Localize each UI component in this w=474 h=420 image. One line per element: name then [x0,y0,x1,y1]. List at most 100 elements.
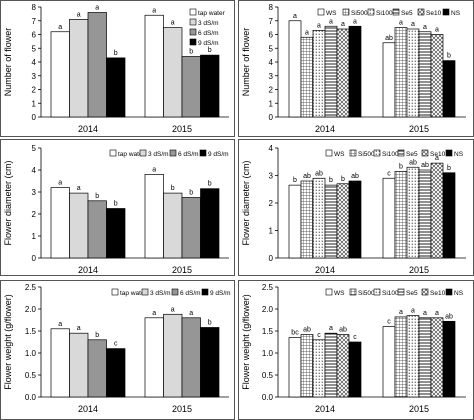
significance-letter: a [411,21,415,28]
significance-letter: b [95,193,99,200]
significance-letter: ab [445,313,453,320]
legend-swatch [397,288,405,296]
y-tick-label: 0.0 [262,393,274,402]
bar [288,184,302,259]
bar [382,177,396,259]
legend-swatch [349,288,357,296]
y-tick-label: 0.0 [25,393,37,402]
y-axis-label: Flower weight (g/flower) [241,294,251,390]
legend-entry: WS [326,10,337,17]
significance-letter: ab [315,170,323,177]
bar [181,197,201,259]
x-category-label: 2015 [172,404,192,414]
legend-entry: Si1000 [382,151,403,158]
bar [430,162,444,259]
bar [418,317,432,398]
y-tick-label: 3 [269,72,274,81]
bar [181,317,201,398]
significance-letter: c [317,332,321,339]
y-tick-label: 0.5 [262,371,274,380]
y-tick-label: 7 [32,17,37,26]
y-tick-label: 2.0 [262,305,274,314]
y-tick-label: 4 [32,58,37,67]
bar [382,326,396,398]
legend-swatch [392,8,400,16]
significance-letter: a [77,325,81,332]
legend-entry: Se5 [401,10,413,17]
legend: WS Si500 Si1000 Se5 Se10 NS [325,149,464,158]
y-tick-label: 0 [269,113,274,122]
significance-letter: ab [385,35,393,42]
significance-letter: b [95,332,99,339]
significance-letter: a [171,20,175,27]
significance-letter: a [329,325,333,332]
y-axis-label: Number of flower [3,28,13,97]
y-tick-label: 1 [269,99,274,108]
legend-entry: NS [454,151,464,158]
significance-letter: a [189,310,193,317]
chart-panel-5: 0.0 0.5 1.0 1.5 2.0 2.5 Flower weight (g/flowe… [0,280,235,420]
significance-letter: b [114,201,118,208]
legend-swatch [189,18,197,26]
significance-letter: b [399,163,403,170]
bar [430,34,444,118]
bar [288,337,302,398]
bar [324,25,338,118]
significance-letter: b [171,185,175,192]
x-category-label: 2014 [78,404,98,414]
bar [336,334,350,398]
legend-entry: tap water [198,10,226,17]
y-tick-label: 8 [269,3,274,12]
y-tick-label: 1.0 [262,349,274,358]
legend-entry: Si500 [351,10,368,17]
bar [394,171,408,259]
legend-swatch [201,288,209,296]
legend-entry: tap water [118,151,146,158]
significance-letter: a [58,24,62,31]
bar [87,12,107,118]
y-tick-label: 2.5 [262,283,274,292]
legend-entry: NS [454,290,464,297]
bar [336,183,350,259]
significance-letter: ab [409,159,417,166]
legend-swatch [171,288,179,296]
legend-entry: Se10 [430,151,446,158]
y-tick-label: 0 [269,254,274,263]
bar [144,317,164,398]
significance-letter: a [152,310,156,317]
y-axis-label: Flower diameter (cm) [3,160,13,245]
y-tick-label: 6 [269,31,274,40]
chart-panel-6: 0.0 0.5 1.0 1.5 2.0 2.5 Flower weight (g/flowe… [238,280,474,420]
y-tick-label: 2.5 [25,283,37,292]
legend: WS Si500 Si1000 Se5 Se10 NS [325,288,464,297]
bar [163,27,183,118]
legend-swatch [349,149,357,157]
bar [69,192,89,259]
significance-letter: a [58,180,62,187]
bar [300,36,314,118]
significance-letter: b [189,190,193,197]
y-tick-label: 2.0 [25,305,37,314]
y-axis-label: Flower weight (g/flower) [3,294,13,390]
significance-letter: c [114,341,118,348]
y-tick-label: 4 [269,58,274,67]
significance-letter: bc [291,330,299,337]
bar [200,54,220,118]
legend-swatch [445,149,453,157]
y-tick-label: 3 [269,172,274,181]
significance-letter: ab [351,173,359,180]
y-axis-label: Number of flower [241,28,251,97]
significance-letter: c [387,319,391,326]
significance-letter: ab [421,162,429,169]
legend-swatch [397,149,405,157]
significance-letter: b [208,319,212,326]
legend-entry: NS [451,10,461,17]
legend-swatch [367,8,375,16]
legend-swatch [445,288,453,296]
bar [442,172,456,259]
legend-swatch [373,288,381,296]
y-tick-label: 1.5 [262,327,274,336]
bar [163,192,183,259]
